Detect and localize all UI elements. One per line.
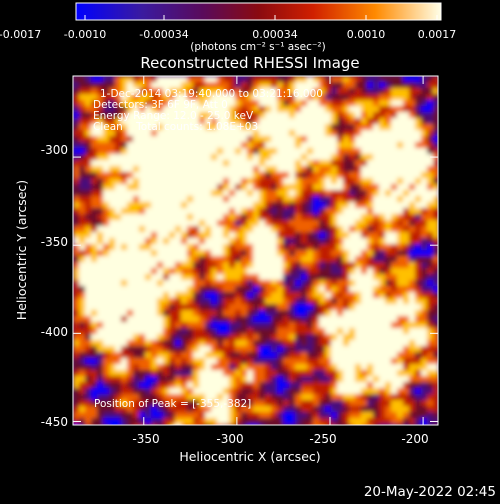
x-axis-label: Heliocentric X (arcsec) [179,449,320,464]
x-axis-ticks [143,76,424,425]
y-tick-label: -450 [41,415,68,429]
annotation-clean-counts: Clean Total counts: 1.08E+03 [93,121,258,133]
colorbar: -0.0017 -0.0010 -0.00034 0.00034 0.0010 … [0,2,457,53]
y-axis-label: Heliocentric Y (arcsec) [14,180,29,320]
peak-position-label: Position of Peak = [-355,-382] [94,398,251,410]
colorbar-tick-label: -0.0017 [0,28,41,41]
y-axis-ticks [73,156,438,422]
colorbar-tick-label: -0.00034 [139,28,188,41]
footer-date: 20-May-2022 02:45 [364,484,496,500]
heatmap-image [73,76,438,425]
colorbar-tick-label: 0.00034 [252,28,298,41]
x-tick-label: -250 [309,432,336,446]
x-tick-label: -350 [132,432,159,446]
annotation-detectors: Detectors: 3F 6F 9F, Att 0 [93,99,228,111]
y-tick-label: -400 [41,325,68,339]
annotation-energy-range: Energy Range: 12.0 - 25.0 keV [93,110,254,122]
colorbar-units-label: (photons cm⁻² s⁻¹ asec⁻²) [190,41,325,53]
colorbar-tick-label: 0.0017 [418,28,457,41]
colorbar-ticks [84,15,438,20]
x-tick-label: -200 [401,432,428,446]
annotation-time-range: 1-Dec-2014 03:19:40.000 to 03:21:16.000 [100,88,323,100]
colorbar-tick-label: -0.0010 [64,28,106,41]
y-tick-label: -300 [41,143,68,157]
plot-frame [72,75,439,426]
y-tick-label: -350 [41,235,68,249]
x-tick-label: -300 [216,432,243,446]
colorbar-tick-label: 0.0010 [347,28,386,41]
image-title: Reconstructed RHESSI Image [140,54,359,72]
colorbar-gradient [76,3,441,20]
